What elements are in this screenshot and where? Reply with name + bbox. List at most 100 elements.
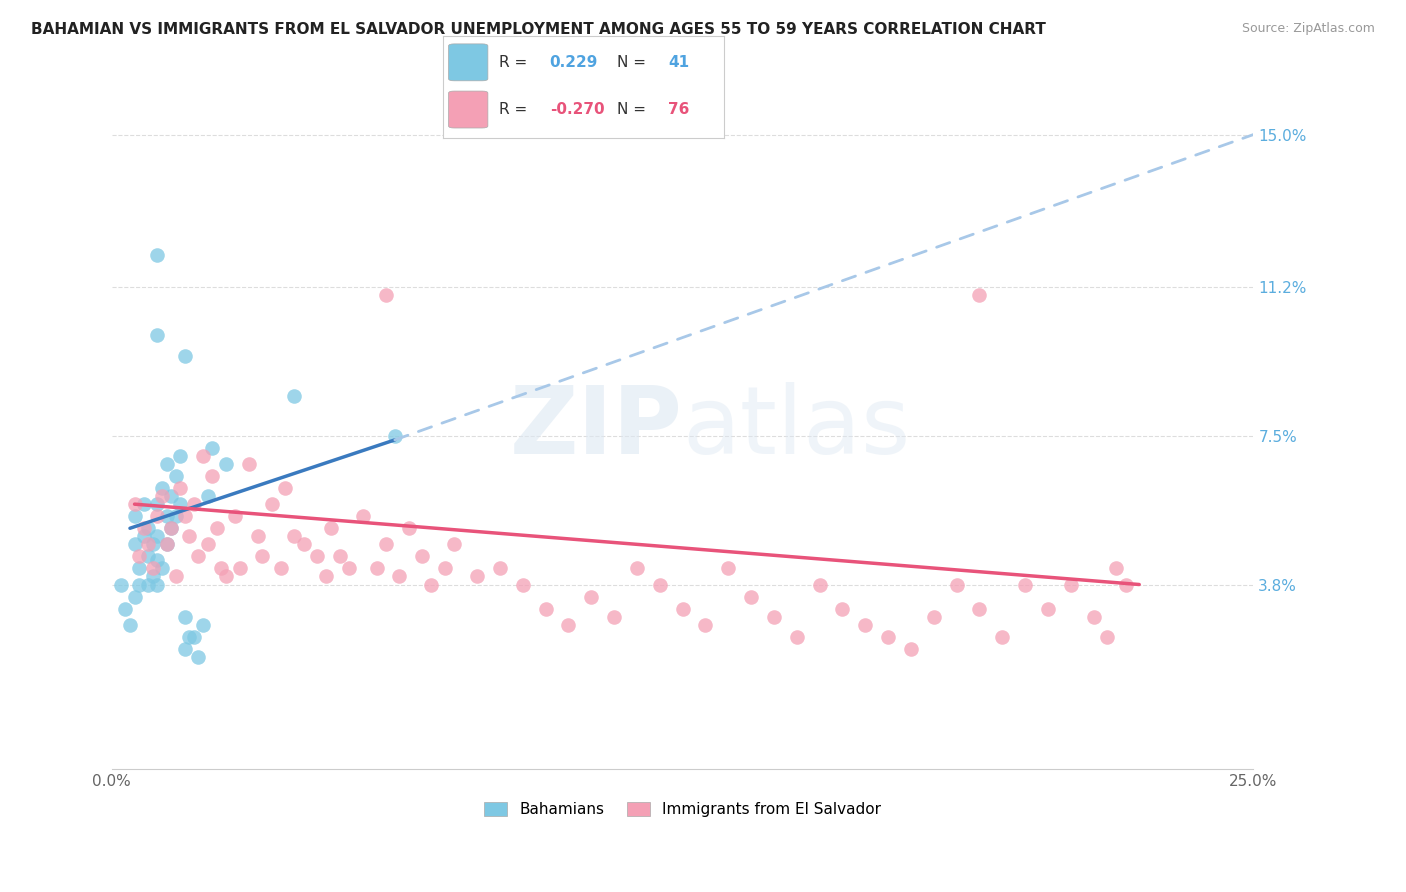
- Point: [283, 389, 305, 403]
- Point: [179, 529, 201, 543]
- Point: [512, 577, 534, 591]
- Point: [150, 489, 173, 503]
- Text: R =: R =: [499, 102, 533, 117]
- Point: [252, 549, 274, 564]
- Point: [1115, 577, 1137, 591]
- Text: ZIP: ZIP: [510, 382, 682, 474]
- Point: [1105, 561, 1128, 575]
- Point: [388, 569, 411, 583]
- Point: [443, 537, 465, 551]
- Point: [337, 561, 360, 575]
- Point: [626, 561, 648, 575]
- Point: [398, 521, 420, 535]
- Point: [717, 561, 740, 575]
- Point: [165, 509, 187, 524]
- Point: [187, 649, 209, 664]
- Point: [183, 497, 205, 511]
- Point: [124, 497, 146, 511]
- Point: [205, 521, 228, 535]
- Point: [118, 617, 141, 632]
- Point: [877, 630, 900, 644]
- Point: [808, 577, 831, 591]
- Point: [142, 561, 165, 575]
- Point: [969, 601, 991, 615]
- Point: [187, 549, 209, 564]
- Point: [260, 497, 283, 511]
- Point: [132, 497, 155, 511]
- Point: [411, 549, 433, 564]
- Point: [1097, 630, 1119, 644]
- Legend: Bahamians, Immigrants from El Salvador: Bahamians, Immigrants from El Salvador: [478, 796, 887, 823]
- Point: [969, 288, 991, 302]
- Point: [489, 561, 512, 575]
- Point: [173, 641, 195, 656]
- Point: [169, 449, 191, 463]
- Point: [352, 509, 374, 524]
- Point: [146, 497, 169, 511]
- Point: [831, 601, 853, 615]
- Point: [1083, 609, 1105, 624]
- Point: [128, 549, 150, 564]
- Point: [155, 457, 177, 471]
- Point: [603, 609, 626, 624]
- Point: [124, 537, 146, 551]
- Point: [173, 609, 195, 624]
- Text: -0.270: -0.270: [550, 102, 605, 117]
- Text: 41: 41: [668, 54, 689, 70]
- Point: [579, 590, 602, 604]
- Point: [169, 481, 191, 495]
- Point: [274, 481, 297, 495]
- Point: [165, 469, 187, 483]
- Point: [169, 497, 191, 511]
- Point: [146, 248, 169, 262]
- Point: [132, 529, 155, 543]
- Point: [114, 601, 136, 615]
- Point: [270, 561, 292, 575]
- Point: [329, 549, 352, 564]
- Point: [215, 569, 238, 583]
- Point: [155, 537, 177, 551]
- Point: [922, 609, 945, 624]
- Point: [146, 529, 169, 543]
- Text: atlas: atlas: [682, 382, 911, 474]
- Point: [283, 529, 305, 543]
- Point: [224, 509, 246, 524]
- Point: [1060, 577, 1083, 591]
- Point: [1036, 601, 1059, 615]
- Point: [315, 569, 337, 583]
- Point: [155, 509, 177, 524]
- Point: [197, 489, 219, 503]
- Point: [420, 577, 443, 591]
- Point: [146, 553, 169, 567]
- Point: [173, 509, 195, 524]
- Point: [228, 561, 250, 575]
- Point: [128, 561, 150, 575]
- Point: [136, 521, 159, 535]
- Point: [434, 561, 457, 575]
- FancyBboxPatch shape: [449, 91, 488, 128]
- Point: [124, 509, 146, 524]
- Point: [319, 521, 342, 535]
- Text: R =: R =: [499, 54, 533, 70]
- Point: [465, 569, 488, 583]
- Point: [179, 630, 201, 644]
- Point: [762, 609, 785, 624]
- Point: [671, 601, 693, 615]
- Point: [150, 481, 173, 495]
- Point: [155, 537, 177, 551]
- Point: [695, 617, 717, 632]
- Point: [136, 577, 159, 591]
- Point: [853, 617, 876, 632]
- Point: [146, 509, 169, 524]
- Point: [142, 537, 165, 551]
- Point: [132, 521, 155, 535]
- Point: [900, 641, 922, 656]
- Point: [124, 590, 146, 604]
- Text: BAHAMIAN VS IMMIGRANTS FROM EL SALVADOR UNEMPLOYMENT AMONG AGES 55 TO 59 YEARS C: BAHAMIAN VS IMMIGRANTS FROM EL SALVADOR …: [31, 22, 1046, 37]
- Point: [1014, 577, 1036, 591]
- Point: [136, 537, 159, 551]
- Point: [991, 630, 1014, 644]
- Point: [146, 328, 169, 343]
- Point: [307, 549, 329, 564]
- Point: [366, 561, 388, 575]
